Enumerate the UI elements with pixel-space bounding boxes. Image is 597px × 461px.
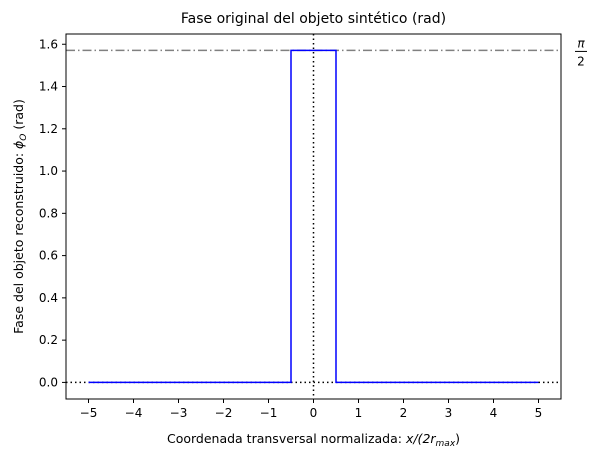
y-tick-label: 0.2 <box>39 333 58 347</box>
y-tick-label: 0.0 <box>39 375 58 389</box>
x-tick-label: 3 <box>445 406 453 420</box>
x-tick-label: 0 <box>310 406 318 420</box>
x-tick-label: −1 <box>260 406 278 420</box>
y-tick-label: 1.2 <box>39 122 58 136</box>
x-tick-label: 5 <box>535 406 543 420</box>
y-tick-label: 0.6 <box>39 249 58 263</box>
series-line-0 <box>88 49 539 384</box>
x-tick-label: −4 <box>125 406 143 420</box>
x-tick-label: −2 <box>215 406 233 420</box>
chart-title: Fase original del objeto sintético (rad) <box>181 11 446 27</box>
x-tick-label: −3 <box>170 406 188 420</box>
y-tick-label: 1.6 <box>39 37 58 51</box>
y-axis-label: Fase del objeto reconstruido: ϕO (rad) <box>11 99 29 334</box>
y-tick-label: 0.4 <box>39 291 58 305</box>
y-tick-label: 1.4 <box>39 80 58 94</box>
pi-label-denominator: 2 <box>577 54 585 68</box>
x-tick-label: 4 <box>490 406 498 420</box>
x-axis-label: Coordenada transversal normalizada: x/(2… <box>167 431 460 449</box>
x-tick-label: 2 <box>400 406 408 420</box>
pi-label-numerator: π <box>577 36 585 50</box>
y-tick-label: 1.0 <box>39 164 58 178</box>
x-tick-label: 1 <box>355 406 363 420</box>
y-tick-label: 0.8 <box>39 206 58 220</box>
x-tick-label: −5 <box>80 406 98 420</box>
